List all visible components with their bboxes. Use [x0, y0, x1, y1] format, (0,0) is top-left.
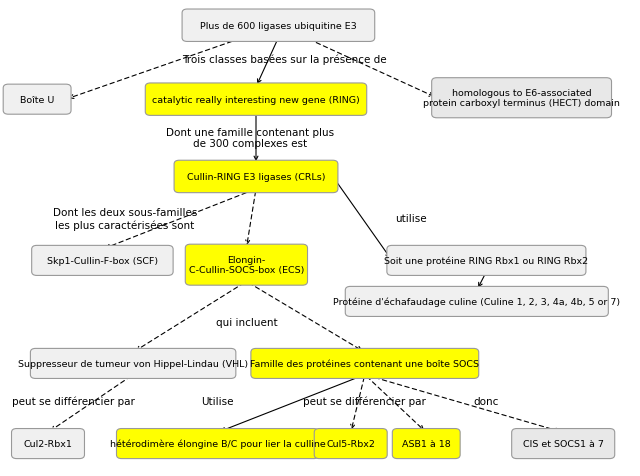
FancyBboxPatch shape	[30, 348, 236, 379]
FancyBboxPatch shape	[3, 85, 71, 115]
FancyBboxPatch shape	[145, 84, 367, 116]
FancyBboxPatch shape	[346, 287, 609, 317]
FancyBboxPatch shape	[392, 428, 460, 459]
FancyBboxPatch shape	[314, 428, 387, 459]
Text: Utilise: Utilise	[202, 396, 234, 406]
FancyBboxPatch shape	[512, 428, 614, 459]
FancyBboxPatch shape	[182, 10, 374, 42]
Text: qui incluent: qui incluent	[216, 317, 277, 327]
Text: utilise: utilise	[396, 214, 427, 224]
Text: peut se différencier par: peut se différencier par	[12, 396, 135, 406]
Text: Dont les deux sous-familles
les plus caractérisées sont: Dont les deux sous-familles les plus car…	[52, 208, 197, 230]
Text: ASB1 à 18: ASB1 à 18	[402, 439, 451, 448]
Text: peut se différencier par: peut se différencier par	[303, 396, 426, 406]
Text: homologous to E6-associated
protein carboxyl terminus (HECT) domain: homologous to E6-associated protein carb…	[423, 89, 620, 108]
Text: catalytic really interesting new gene (RING): catalytic really interesting new gene (R…	[152, 96, 360, 104]
Text: Cul5-Rbx2: Cul5-Rbx2	[326, 439, 375, 448]
FancyBboxPatch shape	[174, 161, 338, 193]
FancyBboxPatch shape	[186, 245, 307, 286]
Text: Skp1-Cullin-F-box (SCF): Skp1-Cullin-F-box (SCF)	[47, 257, 158, 265]
FancyBboxPatch shape	[431, 79, 612, 119]
Text: Famille des protéines contenant une boîte SOCS: Famille des protéines contenant une boît…	[250, 359, 479, 368]
Text: Plus de 600 ligases ubiquitine E3: Plus de 600 ligases ubiquitine E3	[200, 22, 356, 30]
Text: Protéine d'échafaudage culine (Culine 1, 2, 3, 4a, 4b, 5 or 7): Protéine d'échafaudage culine (Culine 1,…	[333, 297, 620, 307]
FancyBboxPatch shape	[387, 246, 586, 276]
Text: Elongin-
C-Cullin-SOCS-box (ECS): Elongin- C-Cullin-SOCS-box (ECS)	[189, 256, 304, 275]
FancyBboxPatch shape	[116, 428, 319, 459]
FancyBboxPatch shape	[251, 348, 479, 379]
Text: Cullin-RING E3 ligases (CRLs): Cullin-RING E3 ligases (CRLs)	[187, 173, 325, 181]
Text: Dont une famille contenant plus
de 300 complexes est: Dont une famille contenant plus de 300 c…	[166, 127, 333, 149]
Text: Boîte U: Boîte U	[20, 96, 54, 104]
Text: hétérodimère élongine B/C pour lier la culline: hétérodimère élongine B/C pour lier la c…	[109, 439, 326, 448]
Text: Soit une protéine RING Rbx1 ou RING Rbx2: Soit une protéine RING Rbx1 ou RING Rbx2	[385, 256, 588, 266]
Text: donc: donc	[474, 396, 499, 406]
Text: CIS et SOCS1 à 7: CIS et SOCS1 à 7	[523, 439, 604, 448]
FancyBboxPatch shape	[12, 428, 84, 459]
FancyBboxPatch shape	[32, 246, 173, 276]
Text: Cul2-Rbx1: Cul2-Rbx1	[24, 439, 72, 448]
Text: Suppresseur de tumeur von Hippel-Lindau (VHL): Suppresseur de tumeur von Hippel-Lindau …	[18, 359, 248, 368]
Text: Trois classes basées sur la présence de: Trois classes basées sur la présence de	[182, 54, 387, 65]
